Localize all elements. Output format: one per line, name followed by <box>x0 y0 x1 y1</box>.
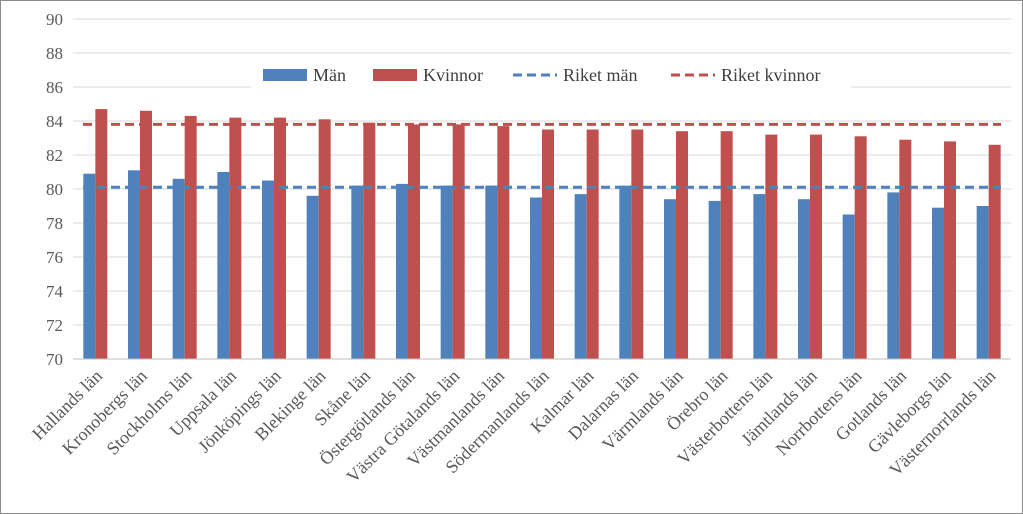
bar-kvinnor <box>988 144 1001 359</box>
bar-man <box>440 185 453 359</box>
bar-man <box>887 192 900 359</box>
bar-man <box>842 214 855 359</box>
bar-kvinnor <box>542 129 554 359</box>
bar-man <box>664 199 676 359</box>
legend-label: Riket kvinnor <box>721 65 821 85</box>
y-tick-label: 70 <box>46 350 63 369</box>
bar-man <box>976 206 989 359</box>
bar-man <box>217 172 230 359</box>
legend-swatch <box>373 69 417 81</box>
bar-kvinnor <box>631 129 644 359</box>
bar-kvinnor <box>452 124 465 360</box>
legend-label: Kvinnor <box>423 65 483 85</box>
bar-man <box>396 183 408 359</box>
y-tick-label: 82 <box>46 146 63 165</box>
legend-background <box>251 59 851 91</box>
bar-man <box>619 185 632 359</box>
bar-kvinnor <box>720 131 733 359</box>
bar-kvinnor <box>586 129 599 359</box>
y-tick-label: 72 <box>46 316 63 335</box>
bar-man <box>128 170 140 359</box>
bar-man <box>351 185 364 359</box>
legend-label: Riket män <box>563 65 638 85</box>
bar-kvinnor <box>363 122 376 359</box>
bar-man <box>530 197 542 359</box>
bar-kvinnor <box>95 109 108 359</box>
bar-kvinnor <box>810 134 822 359</box>
bar-man <box>306 195 319 359</box>
bar-kvinnor <box>229 117 242 359</box>
bar-man <box>172 178 185 359</box>
bar-man <box>798 199 810 359</box>
bar-kvinnor <box>676 131 688 359</box>
y-tick-label: 90 <box>46 10 63 29</box>
bar-kvinnor <box>854 136 867 359</box>
bar-kvinnor <box>899 139 912 359</box>
legend-label: Män <box>313 65 346 85</box>
bar-man <box>262 180 274 359</box>
bar-kvinnor <box>140 110 152 359</box>
bar-man <box>753 194 766 359</box>
bar-kvinnor <box>497 126 510 359</box>
bar-kvinnor <box>944 141 956 359</box>
bar-man <box>83 173 96 359</box>
legend-swatch <box>263 69 307 81</box>
bar-man <box>574 194 587 359</box>
bar-man <box>708 200 721 359</box>
bar-man <box>485 185 498 359</box>
y-tick-label: 76 <box>46 248 63 267</box>
bar-man <box>932 207 944 359</box>
y-tick-label: 74 <box>46 282 64 301</box>
bar-kvinnor <box>765 134 778 359</box>
bar-kvinnor <box>184 115 197 360</box>
y-tick-label: 80 <box>46 180 63 199</box>
bar-kvinnor <box>274 117 286 359</box>
bar-kvinnor <box>318 119 331 359</box>
y-tick-label: 86 <box>46 78 63 97</box>
y-tick-label: 88 <box>46 44 63 63</box>
y-tick-label: 78 <box>46 214 63 233</box>
bar-kvinnor <box>408 124 420 360</box>
y-tick-label: 84 <box>46 112 64 131</box>
